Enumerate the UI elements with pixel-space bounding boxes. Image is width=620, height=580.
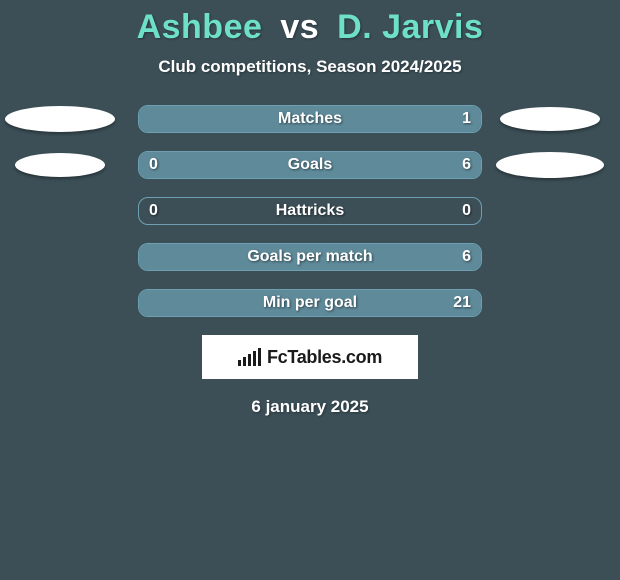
brand-logo-icon [238,348,261,366]
player2-ellipse [496,152,604,178]
bar-fill-right [139,290,481,316]
stat-row: 6Goals per match [0,243,620,271]
stat-right-value: 6 [462,152,471,178]
date-text: 6 january 2025 [0,397,620,417]
stat-left-value: 0 [149,152,158,178]
bar-fill-right [201,152,481,178]
player1-ellipse [5,106,115,132]
bar-fill-right [139,244,481,270]
stat-right-value: 1 [462,106,471,132]
brand-box: FcTables.com [202,335,418,379]
player2-ellipse [500,107,600,131]
stat-right-value: 6 [462,244,471,270]
brand-text: FcTables.com [267,347,382,368]
stat-bar: 06Goals [138,151,482,179]
stat-row: 0 0Hattricks [0,197,620,225]
stat-left-value: 0 [149,198,158,224]
stat-bar: 1Matches [138,105,482,133]
player1-ellipse [15,153,105,177]
vs-label: vs [280,8,319,46]
stat-right-value: 0 [462,198,471,224]
subtitle: Club competitions, Season 2024/2025 [0,57,620,77]
stat-bar: 21Min per goal [138,289,482,317]
stats-container: 1Matches06Goals00Hattricks6Goals per mat… [0,105,620,317]
stat-bar: 6Goals per match [138,243,482,271]
stat-row: 1Matches [0,105,620,133]
comparison-infographic: Ashbee vs D. Jarvis Club competitions, S… [0,0,620,580]
page-title: Ashbee vs D. Jarvis [0,0,620,47]
player2-name: D. Jarvis [337,8,483,46]
bar-fill-right [139,106,481,132]
stat-label: Hattricks [139,198,481,224]
stat-bar: 0 0Hattricks [138,197,482,225]
player1-name: Ashbee [137,8,263,46]
stat-row: 06Goals [0,151,620,179]
stat-right-value: 21 [453,290,471,316]
stat-row: 21Min per goal [0,289,620,317]
